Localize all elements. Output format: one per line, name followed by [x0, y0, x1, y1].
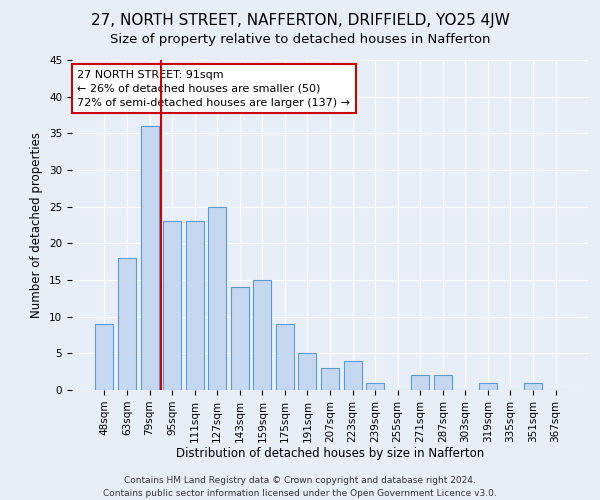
Bar — [366, 382, 384, 390]
Bar — [298, 354, 316, 390]
Bar — [185, 222, 204, 390]
Bar — [95, 324, 113, 390]
Text: Size of property relative to detached houses in Nafferton: Size of property relative to detached ho… — [110, 32, 490, 46]
Bar — [231, 288, 249, 390]
Bar — [208, 206, 226, 390]
Y-axis label: Number of detached properties: Number of detached properties — [31, 132, 43, 318]
Bar — [479, 382, 497, 390]
Text: 27, NORTH STREET, NAFFERTON, DRIFFIELD, YO25 4JW: 27, NORTH STREET, NAFFERTON, DRIFFIELD, … — [91, 12, 509, 28]
Bar — [321, 368, 339, 390]
Bar — [253, 280, 271, 390]
Bar — [344, 360, 362, 390]
Bar — [276, 324, 294, 390]
Bar — [140, 126, 158, 390]
X-axis label: Distribution of detached houses by size in Nafferton: Distribution of detached houses by size … — [176, 448, 484, 460]
Bar — [524, 382, 542, 390]
Bar — [411, 376, 429, 390]
Bar — [163, 222, 181, 390]
Text: Contains HM Land Registry data © Crown copyright and database right 2024.
Contai: Contains HM Land Registry data © Crown c… — [103, 476, 497, 498]
Bar — [118, 258, 136, 390]
Text: 27 NORTH STREET: 91sqm
← 26% of detached houses are smaller (50)
72% of semi-det: 27 NORTH STREET: 91sqm ← 26% of detached… — [77, 70, 350, 108]
Bar — [434, 376, 452, 390]
